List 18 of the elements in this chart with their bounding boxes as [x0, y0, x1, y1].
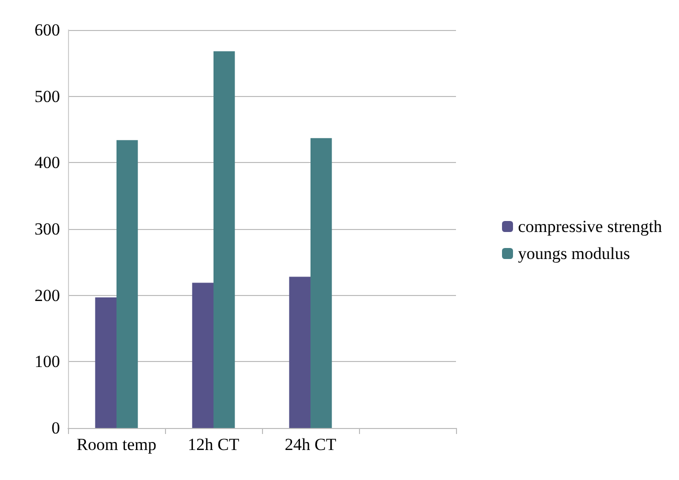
y-tick-label: 600 [34, 20, 60, 40]
x-tick-label: 12h CT [188, 435, 240, 454]
y-tick-label: 200 [34, 286, 60, 305]
bar [289, 276, 310, 428]
y-tick-label: 300 [34, 220, 60, 238]
y-tick-label: 0 [52, 418, 60, 438]
y-tick-label: 500 [34, 86, 60, 106]
bar [116, 140, 138, 428]
bar [192, 282, 214, 428]
x-tick-label: Room temp [76, 435, 156, 454]
legend-label: compressive strength [518, 217, 662, 236]
x-tick-label: 24h CT [284, 435, 337, 454]
bar [214, 51, 235, 428]
bar [95, 297, 116, 428]
y-tick-label: 100 [34, 352, 60, 372]
legend-label: youngs modulus [518, 244, 630, 263]
y-tick-label: 400 [34, 153, 60, 172]
bar [310, 138, 332, 428]
